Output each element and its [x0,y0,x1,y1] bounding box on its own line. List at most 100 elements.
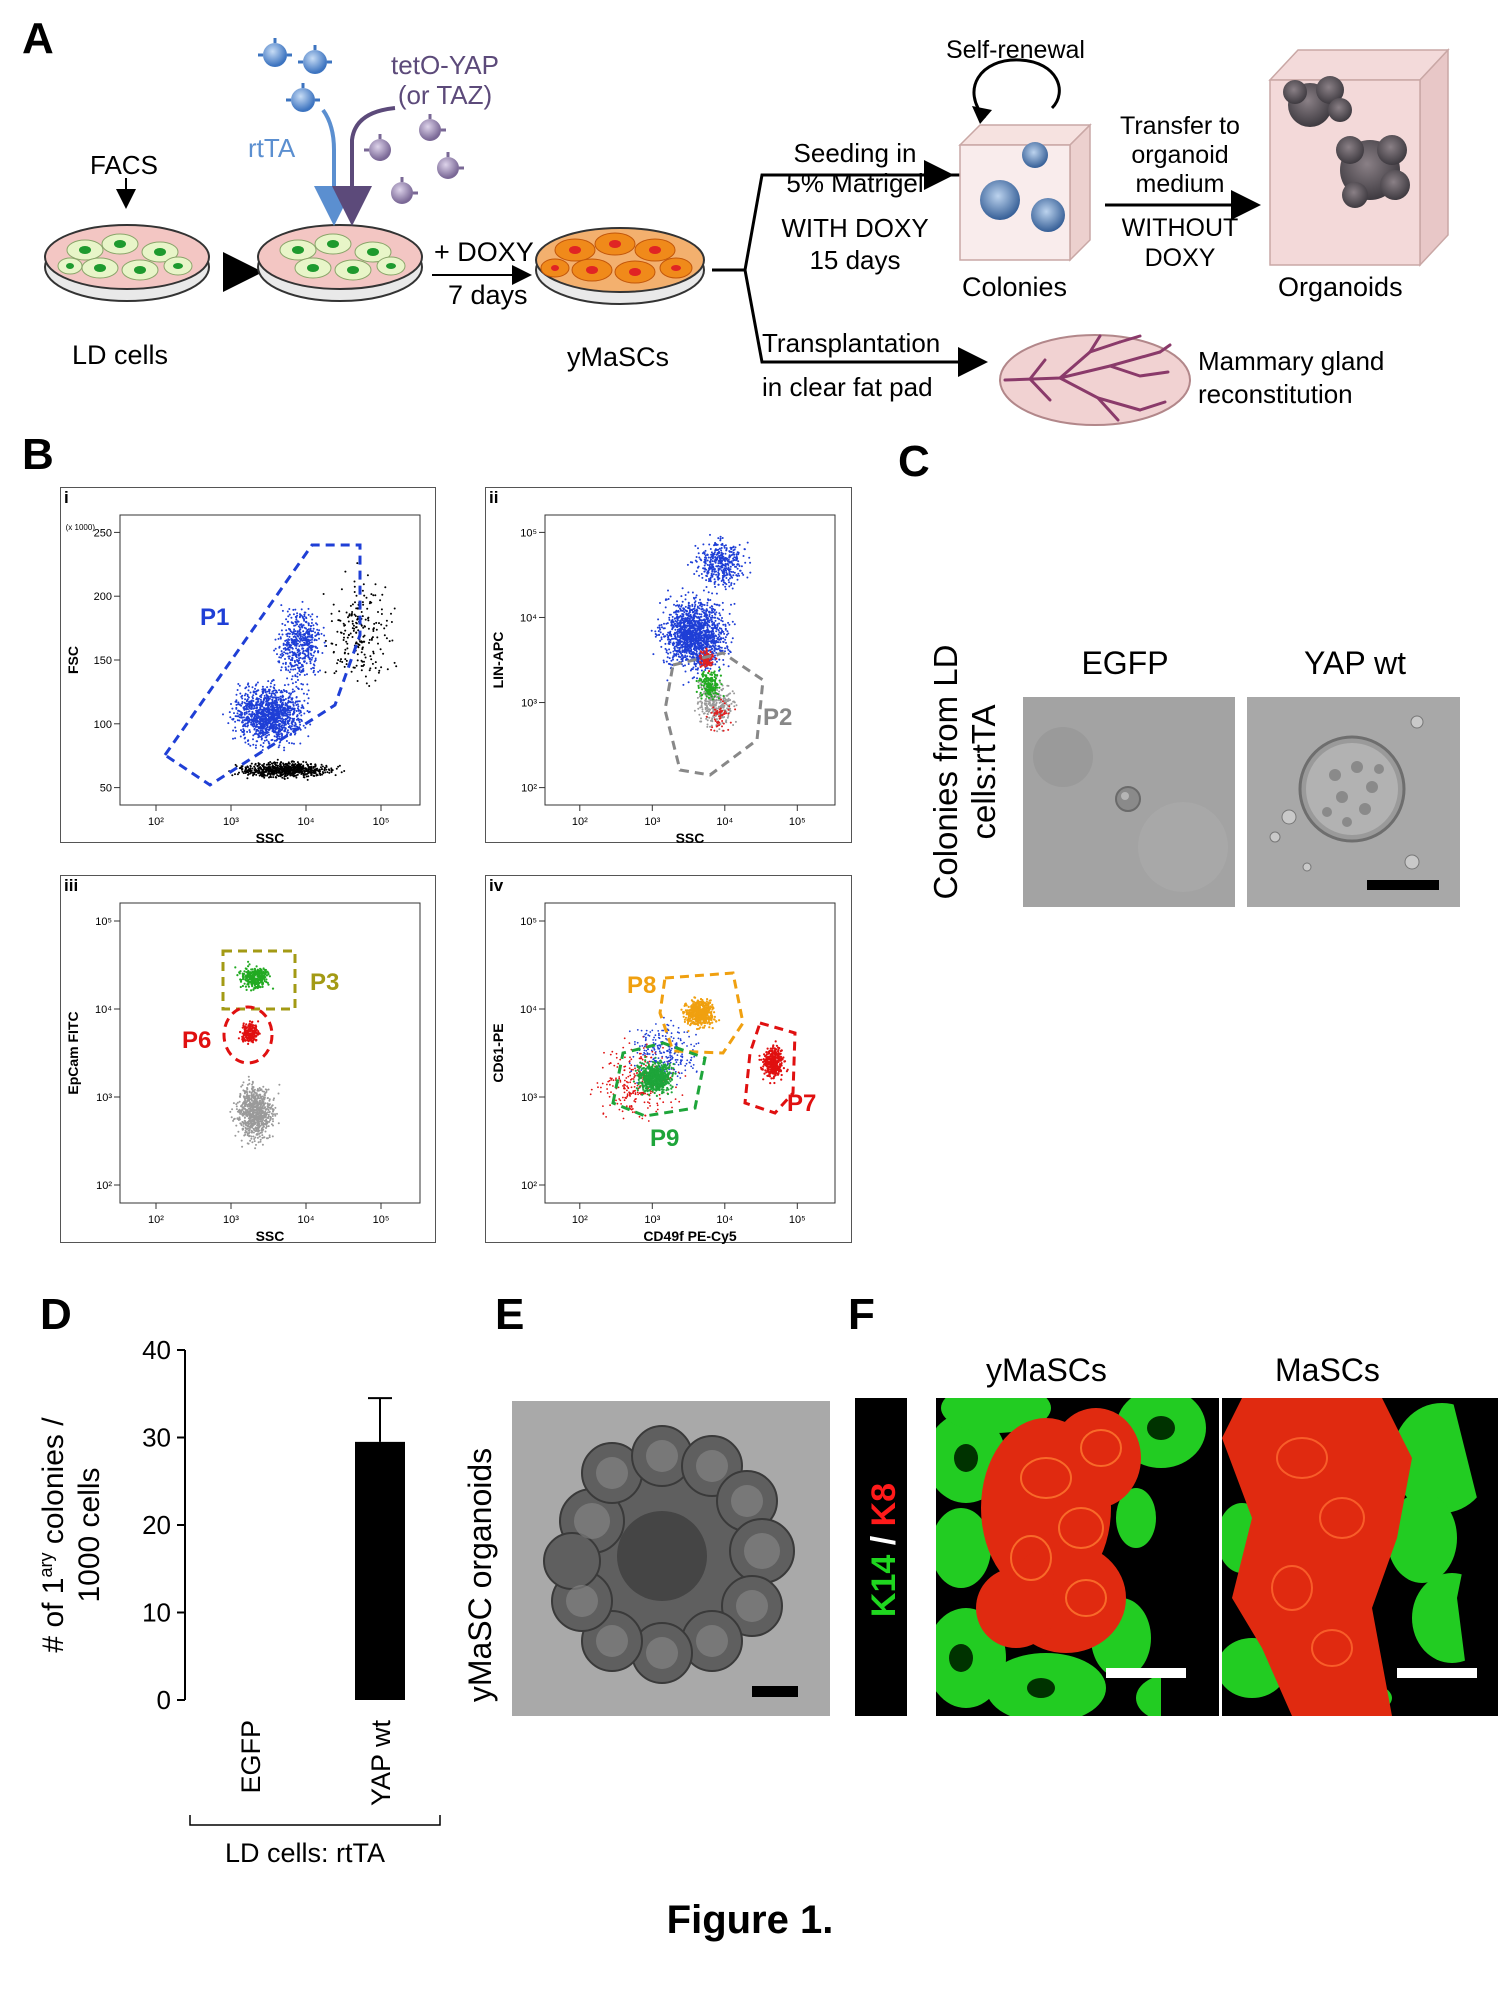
stain-k8: K8 [865,1482,903,1527]
teto-viruses [364,114,464,204]
panel-letter-b: B [22,430,54,479]
seeding-line1: Seeding in [793,138,917,168]
gate-p9 [611,1041,707,1118]
y-axis-label: EpCam FITC [65,1011,81,1094]
gate-p7-label: P7 [787,1090,816,1117]
x-tick-label: 10³ [644,1214,660,1226]
y-tick-label: 10⁵ [520,916,537,928]
plot-ii-label: ii [489,488,499,507]
y-tick-label: 0 [157,1685,171,1715]
seeding-text-bottom: WITH DOXY 15 days [760,212,950,276]
panel-c-col-egfp: EGFP [1081,645,1169,681]
y-tick-label: 10⁵ [95,916,112,928]
colonies-cube [958,123,1092,262]
x-tick-label: 10⁵ [789,1214,806,1226]
x-tick-label: 10⁴ [298,1214,315,1226]
x-category-label: EGFP [236,1720,266,1794]
bar-ylabel-line2: 1000 cells [73,1467,106,1603]
y-tick-label: 10³ [521,1092,537,1104]
teto-label-line2: (or TAZ) [397,80,493,110]
stain-legend: K14 / K8 [865,1400,904,1700]
gate-p1 [162,543,362,787]
bar-ylabel-line1: # of 1ary colonies / [28,1325,72,1745]
x-axis-label: SSC [256,830,285,846]
plot-i-label: i [64,488,69,507]
micrograph-ymascs [936,1398,1219,1716]
bar-yap-wt [355,1441,405,1700]
x-tick-label: 10² [148,816,164,828]
y-tick-label: 100 [94,719,112,731]
panel-e-side-label: yMaSC organoids [462,1405,499,1745]
micrograph-organoid [512,1401,830,1716]
x-tick-label: 10⁴ [716,1214,733,1226]
mammary-line2: reconstitution [1198,379,1353,409]
panel-c-col-yap: YAP wt [1304,645,1406,681]
y-tick-label: 10 [142,1598,171,1628]
teto-label-line1: tetO-YAP [391,50,499,80]
figure-caption: Figure 1. [666,1898,834,1942]
flow-plot-iii [60,875,436,1243]
plot-iii-events: P3 P6 [182,949,339,1150]
plot-iv-label: iv [489,876,504,895]
mammary-line1: Mammary gland [1198,346,1385,376]
panel-letter-d: D [40,1290,72,1339]
gate-p8-label: P8 [627,972,656,999]
stain-legend-strip [855,1398,907,1716]
panel-e-side-text: yMaSC organoids [462,1447,498,1703]
dish-ymascs [535,227,705,305]
plus-doxy-label: + DOXY [434,237,534,267]
y-tick-label: 10⁴ [520,1004,537,1016]
scale-bar-f1 [1106,1668,1186,1678]
x-axis-label: SSC [676,830,705,846]
panel-c-side-label: Colonies from LD cells:rtTA [927,632,1003,912]
ld-cells-label: LD cells [72,340,169,370]
x-tick-label: 10² [148,1214,164,1226]
transfer-line1: Transfer to [1120,112,1240,140]
flow-plot-iii-frame [119,902,421,1204]
y-tick-label: 10³ [521,698,537,710]
rtta-label: rtTA [248,133,296,163]
transfer-line2: organoid [1131,141,1229,169]
y-tick-label: 10⁴ [95,1004,112,1016]
flow-plot-iv-content: 10² 10³ 10⁴ 10⁵ 10⁵ 10⁴ 10³ 10² CD49f PE-Cy5 CD61… [490,902,836,1244]
y-tick-label: 50 [100,783,112,795]
flow-plot-iv-frame [544,902,836,1204]
transfer-text-bottom: WITHOUT DOXY [1090,213,1270,273]
gate-p9-label: P9 [650,1125,679,1152]
x-tick-label: 10⁵ [373,816,390,828]
scale-bar-f2 [1397,1668,1477,1678]
flow-plot-iv [485,875,852,1243]
seeding-text-top: Seeding in 5% Matrigel [760,138,950,198]
y-tick-label: 10² [96,1180,112,1192]
y-tick-label: 10² [521,783,537,795]
flow-plot-ii [485,487,852,843]
x-tick-label: 10⁴ [716,816,733,828]
y-tick-label: 150 [94,655,112,667]
micrograph-mascs [1222,1398,1498,1716]
stain-k14: K14 [865,1554,903,1618]
transfer-line4: WITHOUT [1121,214,1239,242]
ymascs-label: yMaSCs [567,342,670,372]
plot-i-events: P1 [162,543,398,787]
flow-plot-i-content: 10² 10³ 10⁴ 10⁵ 250 200 150 100 50 SSC FSC (x 1000) [65,514,421,846]
y-scale-label: (x 1000) [66,523,96,532]
organoids-label: Organoids [1278,272,1403,302]
seeding-line4: 15 days [809,245,901,275]
group-bracket [189,1815,441,1826]
bar-ylabel: # of 1ary colonies / 1000 cells [28,1325,108,1745]
rtta-viruses [258,38,332,112]
flow-plots-svg: 10² 10³ 10⁴ 10⁵ 250 200 150 100 50 SSC FSC (x 1000)… [65,514,836,1244]
flow-plot-i [60,487,436,843]
x-tick-label: 10³ [644,816,660,828]
self-renewal-label: Self-renewal [946,36,1085,64]
plot-iv-events: P8 P7 P9 [589,971,816,1152]
y-tick-label: 10³ [96,1092,112,1104]
transplant-line2: in clear fat pad [762,372,933,402]
organoids-cube [1268,48,1450,267]
x-tick-label: 10² [572,1214,588,1226]
panel-letter-a: A [22,14,54,63]
transfer-line5: DOXY [1144,244,1216,272]
x-tick-label: 10³ [223,1214,239,1226]
x-axis-label: CD49f PE-Cy5 [643,1228,737,1244]
y-tick-label: 10² [521,1180,537,1192]
